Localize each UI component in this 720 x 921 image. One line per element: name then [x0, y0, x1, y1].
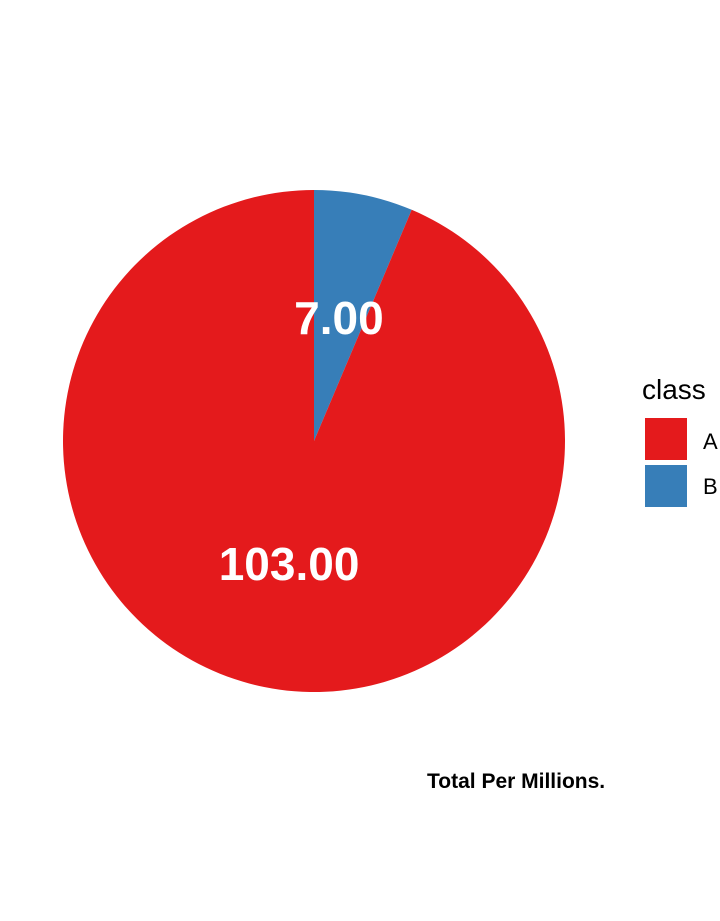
legend-swatch-a: [645, 418, 687, 460]
chart-caption: Total Per Millions.: [427, 770, 605, 793]
pie-slice-b: [314, 190, 412, 441]
legend-label-b: B: [703, 474, 718, 499]
slice-label-a: 103.00: [219, 538, 360, 590]
pie-slices: [63, 190, 566, 693]
legend-title: class: [642, 374, 706, 405]
pie-slice-a: [63, 190, 566, 693]
legend-swatch-b: [645, 465, 687, 507]
slice-labels: 7.00 103.00: [219, 292, 384, 590]
legend: class A B: [642, 374, 718, 507]
legend-label-a: A: [703, 429, 718, 454]
slice-label-b: 7.00: [294, 292, 384, 344]
